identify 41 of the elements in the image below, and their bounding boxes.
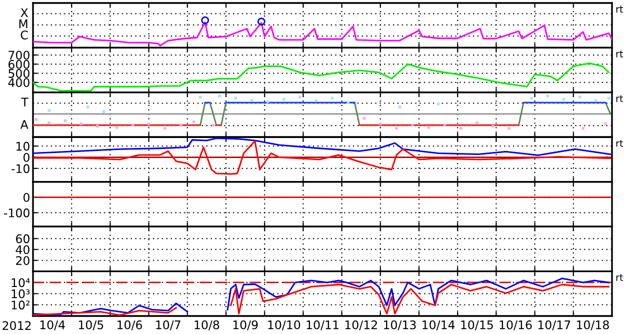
x-tick-label: 10/10 bbox=[268, 320, 300, 330]
x-tick-label: 10/14 bbox=[422, 320, 455, 330]
x-tick-label: 10/7 bbox=[156, 320, 180, 330]
x-tick-label: 10/11 bbox=[306, 320, 338, 330]
x-tick-label: 10/4 bbox=[40, 320, 65, 330]
text: rt bbox=[616, 140, 624, 147]
y-tick-label: 10² bbox=[12, 300, 30, 310]
y-tick-label: 60 bbox=[16, 234, 30, 244]
text: X bbox=[20, 8, 28, 17]
text: rt bbox=[616, 274, 624, 281]
x-tick-label: 10/15 bbox=[461, 320, 493, 330]
y-tick-label: 20 bbox=[16, 256, 30, 266]
text: M bbox=[19, 20, 28, 28]
x-tick-label: 10/9 bbox=[233, 320, 258, 330]
x-axis-title: 2012 bbox=[2, 321, 31, 330]
y-tick-label: 400 bbox=[8, 78, 30, 88]
y-tick-label: 10⁴ bbox=[12, 278, 30, 288]
x-tick-label: 10/18 bbox=[576, 320, 609, 330]
x-tick-label: 10/12 bbox=[345, 320, 377, 330]
y-tick-label: 0 bbox=[23, 152, 30, 162]
text: rt bbox=[616, 95, 624, 102]
x-tick-label: 10/16 bbox=[500, 320, 532, 330]
y-tick-label: 600 bbox=[8, 60, 30, 69]
text: rt bbox=[616, 6, 624, 13]
text: T bbox=[21, 98, 28, 106]
y-tick-label: -100 bbox=[4, 208, 30, 218]
y-tick-label: 0 bbox=[23, 193, 30, 202]
y-tick-label: -10 bbox=[12, 164, 30, 174]
y-tick-label: 40 bbox=[16, 245, 30, 254]
y-tick-label: 10³ bbox=[12, 289, 30, 298]
y-tick-label: 700 bbox=[8, 50, 30, 60]
text: rt bbox=[616, 50, 624, 58]
y-tick-label: 10 bbox=[16, 142, 30, 151]
text: A bbox=[20, 120, 28, 129]
x-tick-label: 10/13 bbox=[384, 320, 416, 330]
text: C bbox=[20, 30, 28, 40]
x-tick-label: 10/17 bbox=[538, 320, 570, 330]
x-tick-label: 10/6 bbox=[118, 320, 142, 330]
x-tick-label: 10/5 bbox=[78, 320, 104, 330]
x-tick-label: 10/8 bbox=[194, 320, 220, 330]
y-tick-label: 500 bbox=[8, 68, 30, 78]
